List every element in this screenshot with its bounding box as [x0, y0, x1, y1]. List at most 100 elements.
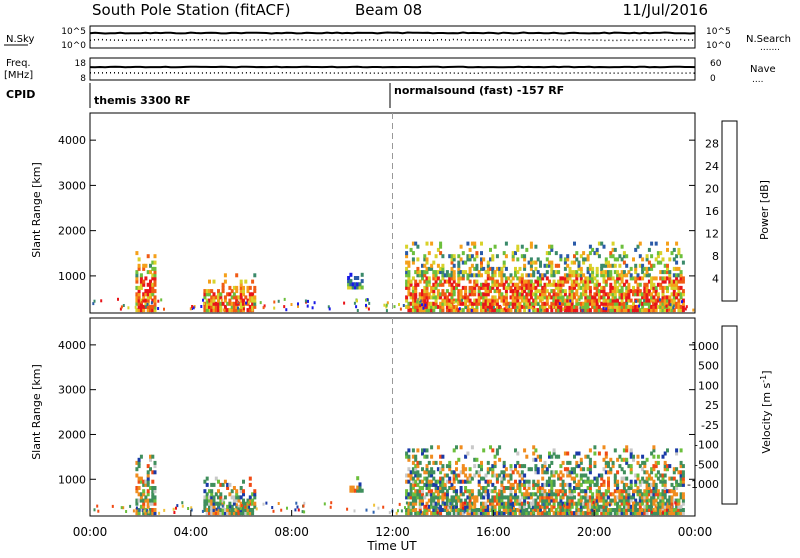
colorbar-tick-label: 1000	[691, 340, 719, 353]
data-cell	[668, 464, 671, 468]
data-cell	[668, 309, 670, 312]
data-cell	[263, 306, 265, 309]
data-cell	[223, 501, 225, 504]
data-cell	[677, 248, 680, 252]
data-cell	[589, 448, 592, 452]
data-cell	[121, 305, 123, 308]
data-cell	[428, 251, 431, 255]
data-cell	[224, 280, 227, 284]
data-cell	[672, 306, 674, 309]
data-cell	[182, 505, 184, 508]
data-cell	[251, 309, 253, 312]
data-cell	[144, 264, 147, 268]
data-cell	[475, 458, 478, 462]
noise-right-legend: .......	[760, 43, 780, 53]
data-cell	[569, 299, 571, 302]
data-cell	[568, 511, 570, 514]
data-cell	[403, 304, 405, 307]
data-cell	[505, 267, 508, 271]
data-cell	[673, 248, 676, 252]
data-cell	[674, 501, 676, 504]
colorbar-tick-label: 28	[705, 138, 719, 151]
data-cell	[401, 509, 403, 512]
colorbar-tick-label: 25	[705, 399, 719, 412]
data-cell	[650, 254, 653, 258]
data-cell	[432, 261, 435, 265]
data-cell	[596, 267, 599, 271]
data-cell	[373, 511, 375, 514]
data-cell	[603, 445, 606, 449]
data-cell	[307, 300, 309, 303]
data-cell	[139, 509, 141, 512]
data-cell	[213, 280, 216, 284]
data-cell	[450, 509, 452, 512]
data-cell	[462, 507, 464, 510]
data-cell	[437, 511, 439, 514]
y-tick-label: 4000	[58, 339, 86, 352]
data-cell	[657, 292, 660, 296]
data-cell	[639, 283, 642, 287]
data-cell	[605, 307, 607, 310]
data-cell	[456, 308, 458, 311]
data-cell	[598, 254, 601, 258]
data-cell	[593, 501, 595, 504]
data-cell	[455, 445, 458, 449]
data-cell	[469, 467, 472, 471]
data-cell	[407, 448, 410, 452]
data-cell	[382, 506, 384, 509]
cpid-label: CPID	[6, 88, 35, 101]
data-cell	[596, 248, 599, 252]
data-cell	[585, 503, 587, 506]
data-cell	[235, 273, 238, 277]
data-cell	[580, 267, 583, 271]
data-cell	[447, 506, 449, 509]
colorbar-tick-label: -1000	[687, 478, 719, 491]
freq-left-tick-bottom: 8	[80, 74, 86, 84]
data-cell	[127, 306, 129, 309]
data-cell	[147, 254, 150, 258]
data-cell	[496, 254, 499, 258]
data-cell	[578, 261, 581, 265]
data-cell	[435, 461, 438, 465]
data-cell	[357, 309, 359, 312]
colorbar-tick-label: 8	[712, 250, 719, 263]
data-cell	[682, 276, 685, 280]
data-cell	[253, 502, 256, 506]
data-cell	[655, 276, 658, 280]
data-cell	[632, 257, 635, 261]
data-cell	[140, 455, 143, 459]
data-cell	[464, 286, 467, 290]
data-cell	[500, 306, 502, 309]
data-cell	[634, 264, 637, 268]
data-cell	[475, 264, 478, 268]
data-cell	[525, 248, 528, 252]
data-cell	[651, 511, 653, 514]
data-cell	[682, 261, 685, 265]
data-cell	[163, 509, 165, 512]
data-cell	[566, 254, 569, 258]
data-cell	[575, 251, 578, 255]
data-cell	[682, 492, 685, 496]
data-cell	[223, 309, 225, 312]
data-cell	[562, 474, 565, 478]
noise-search-line	[90, 40, 695, 41]
data-cell	[142, 489, 145, 493]
data-cell	[418, 298, 420, 301]
data-cell	[550, 461, 553, 465]
data-cell	[361, 489, 364, 493]
data-cell	[692, 309, 694, 312]
data-cell	[421, 303, 423, 306]
data-cell	[525, 455, 528, 459]
data-cell	[424, 304, 426, 307]
data-cell	[154, 486, 157, 490]
data-cell	[591, 267, 594, 271]
data-cell	[151, 301, 153, 304]
data-cell	[582, 251, 585, 255]
data-cell	[475, 251, 478, 255]
data-cell	[356, 299, 358, 302]
data-cell	[519, 267, 522, 271]
data-cell	[472, 506, 474, 509]
data-cell	[355, 305, 357, 308]
data-cell	[537, 467, 540, 471]
